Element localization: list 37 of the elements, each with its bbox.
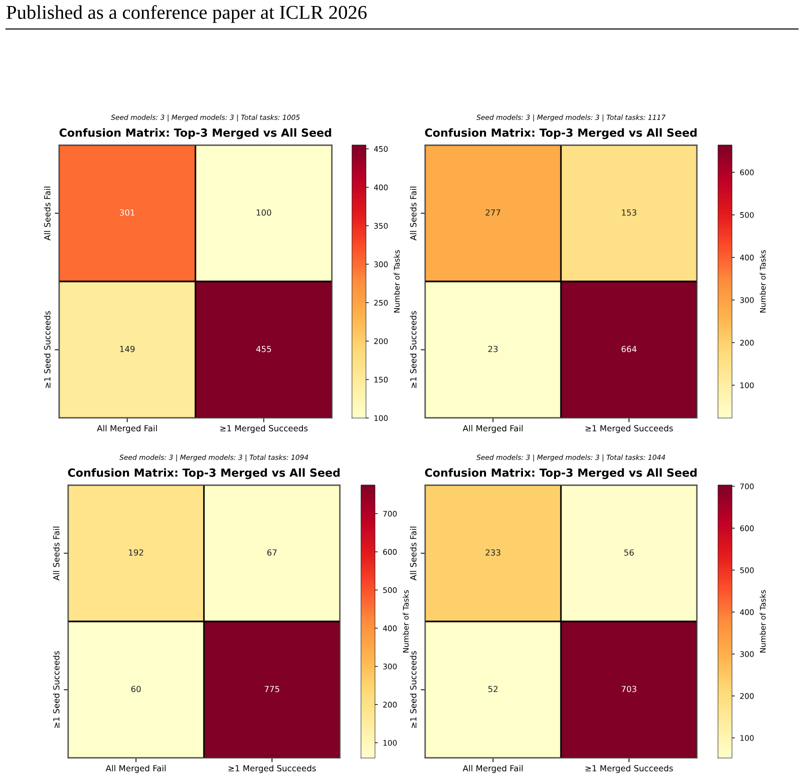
x-tick-label: ≥1 Merged Succeeds (586, 764, 673, 774)
data-label: 56 (624, 549, 634, 556)
x-tick-label: ≥1 Merged Succeeds (220, 424, 308, 434)
text: Published as a conference paper at ICLR 2026 (6, 5, 367, 23)
data-label: 149 (120, 346, 135, 352)
y-tick-label: All Seeds Fail (410, 186, 416, 240)
data-label: 67 (267, 549, 277, 556)
data-label: 277 (486, 209, 500, 216)
data-label: 775 (264, 686, 280, 692)
data-label: 703 (622, 686, 636, 692)
chart-title: Confusion Matrix: Top-3 Merged vs All Seed (60, 128, 332, 140)
data-label: 100 (256, 209, 272, 216)
y-tick-label: ≥1 Seed Succeeds (410, 311, 416, 388)
data-label: 664 (622, 346, 636, 352)
y-tick-label: All Seeds Fail (44, 186, 50, 240)
x-tick-label: ≥1 Merged Succeeds (228, 764, 316, 774)
chart-title: Confusion Matrix: Top-3 Merged vs All Seed (425, 468, 697, 480)
x-tick-label: ≥1 Merged Succeeds (586, 424, 673, 434)
chart-title: Confusion Matrix: Top-3 Merged vs All Seed (425, 128, 697, 140)
y-tick-label: ≥1 Seed Succeeds (410, 651, 416, 728)
x-tick-label: All Merged Fail (462, 764, 523, 774)
data-label: 455 (256, 346, 271, 352)
data-label: 301 (120, 209, 134, 216)
y-tick-label: All Seeds Fail (52, 526, 60, 580)
x-tick-label: All Merged Fail (462, 424, 523, 434)
y-tick-label: ≥1 Seed Succeeds (52, 651, 60, 728)
y-tick-label: All Seeds Fail (410, 526, 416, 580)
data-label: 23 (488, 346, 498, 352)
x-tick-label: All Merged Fail (106, 764, 166, 774)
data-label: 52 (488, 686, 498, 692)
data-label: 233 (486, 549, 500, 556)
x-tick-label: All Merged Fail (96, 424, 157, 434)
chart-title: Confusion Matrix: Top-3 Merged vs All Seed (68, 468, 340, 480)
data-label: 153 (622, 209, 636, 216)
y-tick-label: ≥1 Seed Succeeds (44, 311, 50, 388)
data-label: 60 (131, 686, 141, 692)
data-label: 192 (128, 549, 144, 556)
